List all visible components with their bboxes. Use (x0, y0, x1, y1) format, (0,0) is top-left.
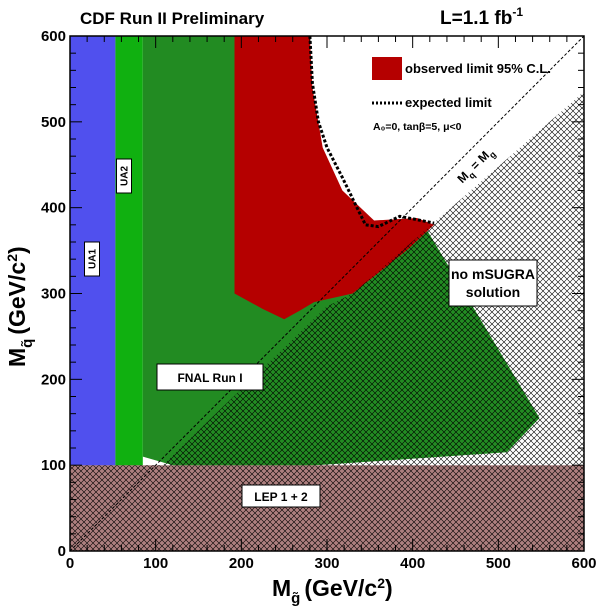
y-axis-unit-sup: 2 (4, 254, 20, 262)
fnal-label-text: FNAL Run I (177, 371, 242, 385)
fnal-label: FNAL Run I (156, 363, 264, 391)
luminosity-label: L=1.1 fb-1 (440, 5, 523, 29)
luminosity-text: L=1.1 fb (440, 8, 512, 29)
ua1-label: UA1 (84, 241, 100, 277)
x-axis-title: Mg̃ (GeV/c2) (272, 575, 393, 607)
frame-layer: 0 100 200 300 400 500 600 0 100 200 300 400 500 600 (41, 28, 597, 572)
y-axis-unit-end: ) (4, 246, 30, 254)
region-no-msugra-lower (162, 293, 563, 466)
lep-label: LEP 1 + 2 (241, 484, 321, 508)
x-tick-label: 200 (229, 555, 254, 572)
x-tick-label: 400 (400, 555, 425, 572)
x-tick-label: 300 (314, 555, 339, 572)
no-msugra-label-text: solution (466, 284, 520, 300)
label-layer: FNAL Run I LEP 1 + 2 no mSUGRA solution UA1 U… (84, 148, 538, 508)
legend-observed-label: observed limit 95% C.L. (405, 61, 551, 76)
x-tick-label: 100 (143, 555, 168, 572)
expected-limit-line (308, 36, 435, 229)
y-tick-label: 500 (41, 114, 66, 131)
no-msugra-label-box (448, 259, 538, 307)
y-tick-label: 600 (41, 28, 66, 45)
legend-expected-label: expected limit (405, 95, 492, 110)
y-tick-label: 200 (41, 371, 66, 388)
x-tick-label: 500 (486, 555, 511, 572)
x-axis-symbol: M (272, 575, 291, 601)
region-lep-hatch (70, 465, 584, 551)
legend: observed limit 95% C.L. expected limit A… (372, 57, 551, 133)
y-tick-label: 400 (41, 200, 66, 217)
ua1-label-box (84, 241, 100, 277)
x-axis-sub: g̃ (291, 590, 300, 607)
ua2-label-box (116, 158, 132, 194)
x-axis-unit: (GeV/c (304, 575, 377, 601)
no-msugra-label: no mSUGRA solution (448, 259, 538, 307)
region-ua1 (70, 36, 116, 551)
diag-rhs-sub: g (487, 149, 498, 160)
ua2-label-text: UA2 (120, 166, 131, 186)
legend-params: A₀=0, tanβ=5, μ<0 (373, 121, 462, 133)
lep-label-box (241, 484, 321, 508)
y-tick-label: 300 (41, 286, 66, 303)
lep-label-text: LEP 1 + 2 (254, 490, 308, 504)
x-axis-unit-end: ) (385, 575, 393, 601)
y-tick-label: 0 (58, 543, 66, 560)
diag-lhs-sub: q (466, 170, 477, 181)
luminosity-sup: -1 (512, 5, 523, 19)
y-tick-label: 100 (41, 457, 66, 474)
ua1-label-text: UA1 (88, 249, 99, 269)
chart-title: CDF Run II Preliminary (80, 9, 265, 28)
y-axis-unit: (GeV/c (4, 262, 30, 335)
x-tick-label: 600 (571, 555, 596, 572)
y-axis-symbol: M (4, 348, 30, 367)
x-axis-unit-sup: 2 (377, 575, 385, 591)
diagonal-line (70, 36, 584, 551)
ua2-label: UA2 (116, 158, 132, 194)
no-msugra-label-text: no mSUGRA (451, 266, 535, 282)
y-axis-sub: q̃ (19, 339, 36, 348)
legend-observed-swatch (372, 57, 402, 80)
region-observed-limit (234, 36, 435, 320)
fnal-label-box (156, 363, 264, 391)
x-tick-label: 0 (66, 555, 74, 572)
y-axis-title: Mq̃ (GeV/c2) (4, 246, 36, 367)
